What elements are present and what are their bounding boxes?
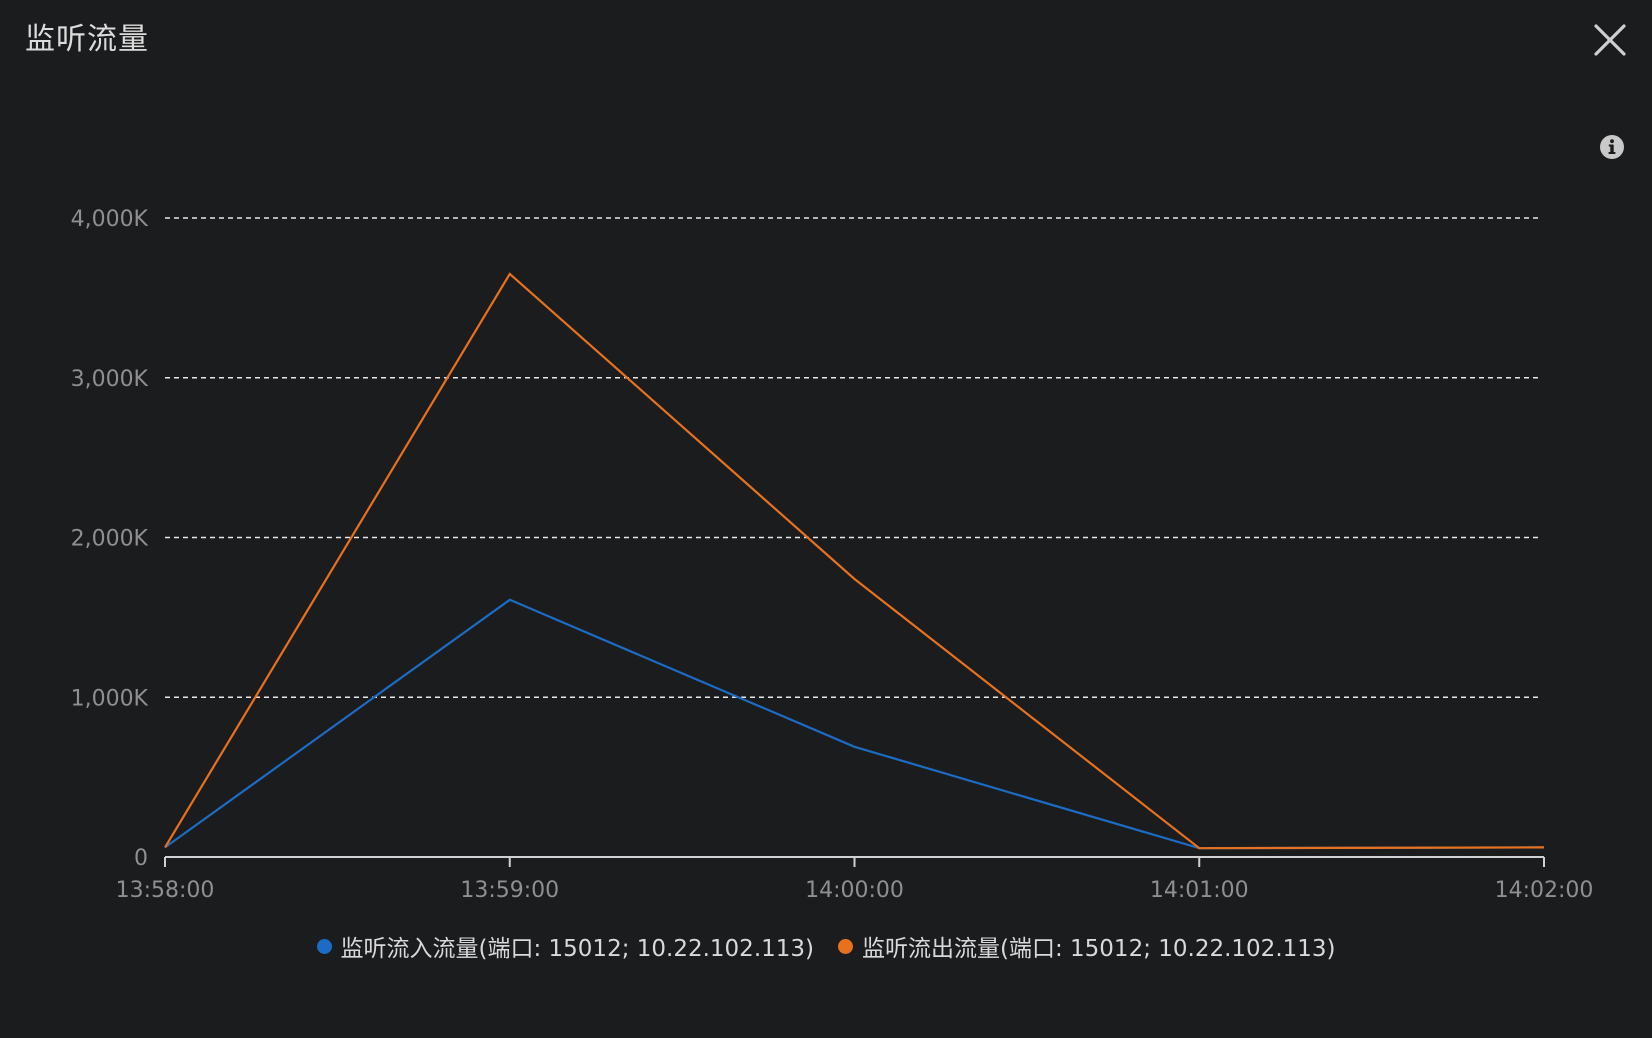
y-tick-label: 2,000K <box>71 527 149 552</box>
close-button[interactable] <box>1588 18 1632 62</box>
data-point[interactable] <box>852 576 858 582</box>
data-point[interactable] <box>162 844 168 850</box>
series-line-0[interactable] <box>164 598 1545 850</box>
close-icon <box>1594 24 1626 56</box>
data-point[interactable] <box>1196 845 1202 851</box>
legend-label-inbound: 监听流入流量(端口: 15012; 10.22.102.113) <box>340 936 815 962</box>
dialog-title: 监听流量 <box>25 22 149 57</box>
y-tick-label: 4,000K <box>71 207 149 232</box>
info-button[interactable] <box>1599 134 1625 160</box>
data-point[interactable] <box>507 271 513 277</box>
x-tick-label: 14:00:00 <box>805 878 904 903</box>
grid-lines <box>165 217 1540 699</box>
y-tick-label: 0 <box>134 846 148 871</box>
chart-legend: 监听流入流量(端口: 15012; 10.22.102.113) 监听流出流量(… <box>0 929 1652 963</box>
legend-dot-inbound <box>316 938 332 954</box>
y-tick-label: 3,000K <box>71 367 149 392</box>
x-tick-label: 14:02:00 <box>1495 878 1594 903</box>
series-lines <box>162 271 1547 851</box>
y-axis-ticks: 0 1,000K 2,000K 3,000K 4,000K <box>71 207 149 871</box>
legend-item-inbound[interactable]: 监听流入流量(端口: 15012; 10.22.102.113) <box>316 929 815 963</box>
legend-dot-outbound <box>838 938 853 954</box>
series-line-1[interactable] <box>164 272 1545 850</box>
data-point[interactable] <box>507 597 513 603</box>
data-point[interactable] <box>1541 844 1547 850</box>
info-icon <box>1600 135 1624 159</box>
x-tick-label: 13:58:00 <box>116 878 215 903</box>
data-point[interactable] <box>852 744 858 750</box>
x-axis-ticks: 13:58:00 13:59:00 14:00:00 14:01:00 14:02:00 <box>116 857 1594 903</box>
x-tick-label: 13:59:00 <box>460 878 559 903</box>
x-tick-label: 14:01:00 <box>1150 878 1249 903</box>
y-tick-label: 1,000K <box>71 686 149 711</box>
legend-item-outbound[interactable]: 监听流出流量(端口: 15012; 10.22.102.113) <box>838 929 1336 963</box>
legend-label-outbound: 监听流出流量(端口: 15012; 10.22.102.113) <box>862 936 1336 962</box>
